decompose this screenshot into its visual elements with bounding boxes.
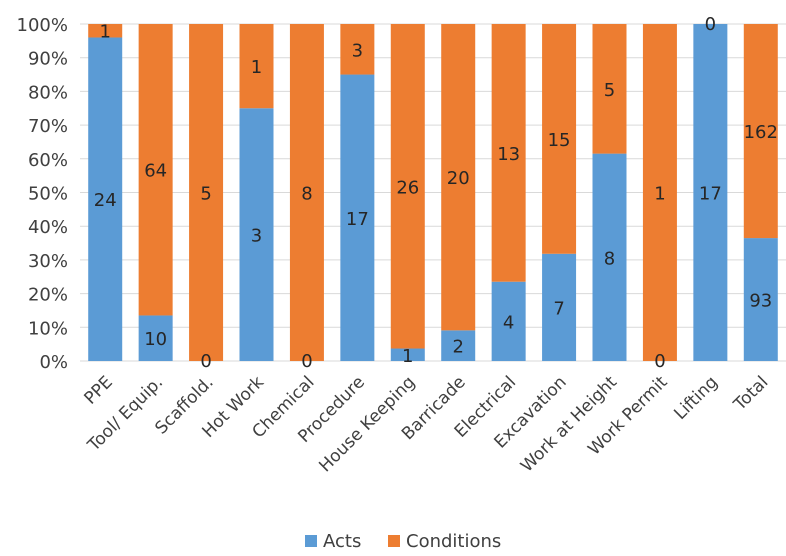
x-tick-label: Lifting — [670, 372, 722, 424]
data-label-acts: 10 — [144, 329, 167, 350]
data-label-acts: 17 — [346, 209, 369, 230]
bar-acts — [88, 37, 123, 361]
data-label-acts: 0 — [654, 351, 665, 372]
x-tick-label: PPE — [81, 372, 117, 408]
y-tick-label: 10% — [28, 318, 68, 339]
bar-acts — [239, 108, 274, 361]
data-label-conditions: 15 — [548, 130, 571, 151]
data-label-conditions: 5 — [200, 184, 211, 205]
bar-conditions — [642, 24, 677, 361]
data-label-conditions: 13 — [497, 144, 520, 165]
legend-label: Conditions — [406, 531, 501, 552]
bar-conditions — [88, 24, 123, 38]
legend-swatch — [305, 535, 317, 547]
data-label-conditions: 1 — [251, 57, 262, 78]
legend-label: Acts — [323, 531, 361, 552]
y-tick-label: 70% — [28, 116, 68, 137]
y-tick-label: 40% — [28, 217, 68, 238]
data-label-acts: 0 — [200, 351, 211, 372]
bar-conditions — [189, 24, 224, 361]
y-tick-label: 80% — [28, 82, 68, 103]
bar-conditions — [340, 24, 375, 75]
bar-acts — [491, 281, 526, 361]
data-label-conditions: 26 — [396, 177, 419, 198]
bar-acts — [542, 253, 577, 361]
bar-conditions — [542, 24, 577, 254]
data-label-acts: 3 — [251, 226, 262, 247]
bar-acts — [138, 315, 173, 361]
data-label-conditions: 64 — [144, 161, 167, 182]
y-tick-label: 20% — [28, 285, 68, 306]
data-label-conditions: 162 — [744, 122, 778, 143]
bar-acts — [340, 74, 375, 362]
bar-conditions — [592, 24, 627, 154]
data-label-acts: 93 — [749, 291, 772, 312]
y-axis: 0% 10% 20% 30% 40% 50% 60% 70% 80% 90% 100% — [17, 15, 68, 373]
data-label-conditions: 8 — [301, 184, 312, 205]
data-label-conditions: 20 — [447, 168, 470, 189]
y-tick-label: 90% — [28, 49, 68, 70]
bar-conditions — [441, 24, 476, 331]
y-tick-label: 50% — [28, 184, 68, 205]
data-label-conditions: 0 — [705, 14, 716, 35]
data-label-acts: 24 — [94, 190, 117, 211]
data-label-acts: 7 — [553, 298, 564, 319]
y-tick-label: 30% — [28, 251, 68, 272]
data-label-acts: 0 — [301, 351, 312, 372]
data-label-conditions: 1 — [99, 22, 110, 43]
data-label-acts: 8 — [604, 248, 615, 269]
data-label-acts: 2 — [452, 337, 463, 358]
bar-conditions — [491, 24, 526, 282]
bar-conditions — [239, 24, 274, 109]
y-tick-label: 0% — [39, 352, 68, 373]
legend-swatch — [388, 535, 400, 547]
data-label-acts: 17 — [699, 184, 722, 205]
bars — [88, 24, 778, 362]
bar-conditions — [390, 24, 425, 349]
x-tick-label: Total — [729, 372, 772, 415]
y-tick-label: 60% — [28, 150, 68, 171]
bar-acts — [693, 24, 728, 361]
bar-conditions — [743, 24, 778, 239]
legend: Acts Conditions — [305, 531, 501, 552]
bar-acts — [390, 348, 425, 361]
y-tick-label: 100% — [17, 15, 68, 36]
data-label-acts: 1 — [402, 346, 413, 367]
data-label-conditions: 1 — [654, 184, 665, 205]
data-label-conditions: 3 — [352, 40, 363, 61]
bar-acts — [743, 238, 778, 361]
bar-acts — [441, 330, 476, 361]
bar-conditions — [289, 24, 324, 361]
data-label-acts: 4 — [503, 312, 514, 333]
bar-acts — [592, 153, 627, 361]
gridlines — [80, 23, 786, 362]
data-label-conditions: 5 — [604, 80, 615, 101]
bar-conditions — [138, 24, 173, 316]
